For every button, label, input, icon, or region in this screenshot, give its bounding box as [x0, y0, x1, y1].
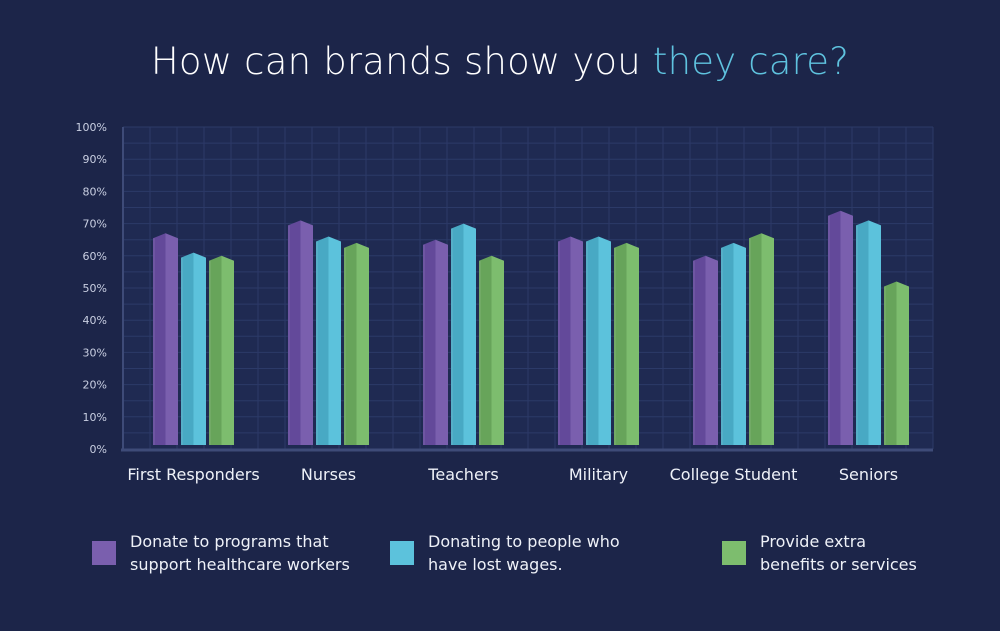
chart-title: How can brands show you they care? — [0, 40, 1000, 83]
x-tick-label: Teachers — [427, 465, 498, 484]
bar-0-2-side — [209, 255, 222, 445]
bar-0-2 — [221, 255, 234, 445]
y-tick-label: 70% — [83, 218, 107, 231]
y-tick-label: 80% — [83, 185, 107, 198]
bar-1-0 — [300, 220, 313, 445]
bar-3-2 — [626, 242, 639, 445]
x-tick-label: Seniors — [839, 465, 898, 484]
legend-item-lost-wages: Donating to people who have lost wages. — [390, 530, 620, 576]
bar-2-2 — [491, 255, 504, 445]
bar-4-0 — [705, 255, 718, 445]
bar-1-2 — [356, 242, 369, 445]
bar-4-1-side — [721, 242, 734, 445]
bar-4-2 — [761, 233, 774, 445]
bar-3-1-side — [586, 236, 599, 445]
bar-3-1 — [598, 236, 611, 445]
legend-label: Donating to people who have lost wages. — [428, 532, 620, 574]
bar-4-1 — [733, 242, 746, 445]
bar-5-2 — [896, 281, 909, 445]
legend-swatch-green — [722, 541, 746, 565]
legend-swatch-purple — [92, 541, 116, 565]
y-tick-label: 10% — [83, 411, 107, 424]
legend-swatch-blue — [390, 541, 414, 565]
bar-4-2-side — [749, 233, 762, 445]
y-tick-label: 90% — [83, 153, 107, 166]
bar-2-0 — [435, 239, 448, 445]
title-main: How can brands show you — [150, 40, 641, 83]
bar-5-2-side — [884, 281, 897, 445]
bar-1-1-side — [316, 236, 329, 445]
y-tick-label: 30% — [83, 346, 107, 359]
legend-label: Provide extra benefits or services — [760, 532, 917, 574]
bar-0-1-side — [181, 252, 194, 445]
bar-4-0-side — [693, 255, 706, 445]
bar-5-1-side — [856, 220, 869, 445]
bar-2-2-side — [479, 255, 492, 445]
bar-1-0-side — [288, 220, 301, 445]
bar-0-1 — [193, 252, 206, 445]
bar-0-0 — [165, 233, 178, 445]
y-tick-label: 0% — [90, 443, 107, 456]
x-tick-label: First Responders — [127, 465, 259, 484]
y-tick-label: 100% — [76, 121, 107, 134]
x-tick-label: Military — [569, 465, 628, 484]
y-tick-label: 20% — [83, 379, 107, 392]
x-tick-label: College Student — [670, 465, 798, 484]
bar-5-0-side — [828, 210, 841, 445]
bar-0-0-side — [153, 233, 166, 445]
bar-2-1 — [463, 223, 476, 445]
bar-3-0-side — [558, 236, 571, 445]
y-tick-label: 40% — [83, 314, 107, 327]
y-tick-label: 50% — [83, 282, 107, 295]
x-tick-label: Nurses — [301, 465, 356, 484]
legend-item-extra-benefits: Provide extra benefits or services — [722, 530, 917, 576]
legend-label: Donate to programs that support healthca… — [130, 532, 350, 574]
legend-item-healthcare: Donate to programs that support healthca… — [92, 530, 350, 576]
bar-3-0 — [570, 236, 583, 445]
bar-5-1 — [868, 220, 881, 445]
y-tick-label: 60% — [83, 250, 107, 263]
bar-5-0 — [840, 210, 853, 445]
bar-2-0-side — [423, 239, 436, 445]
bar-3-2-side — [614, 242, 627, 445]
title-accent: they care? — [652, 40, 850, 83]
bar-1-1 — [328, 236, 341, 445]
bar-1-2-side — [344, 242, 357, 445]
bar-2-1-side — [451, 223, 464, 445]
